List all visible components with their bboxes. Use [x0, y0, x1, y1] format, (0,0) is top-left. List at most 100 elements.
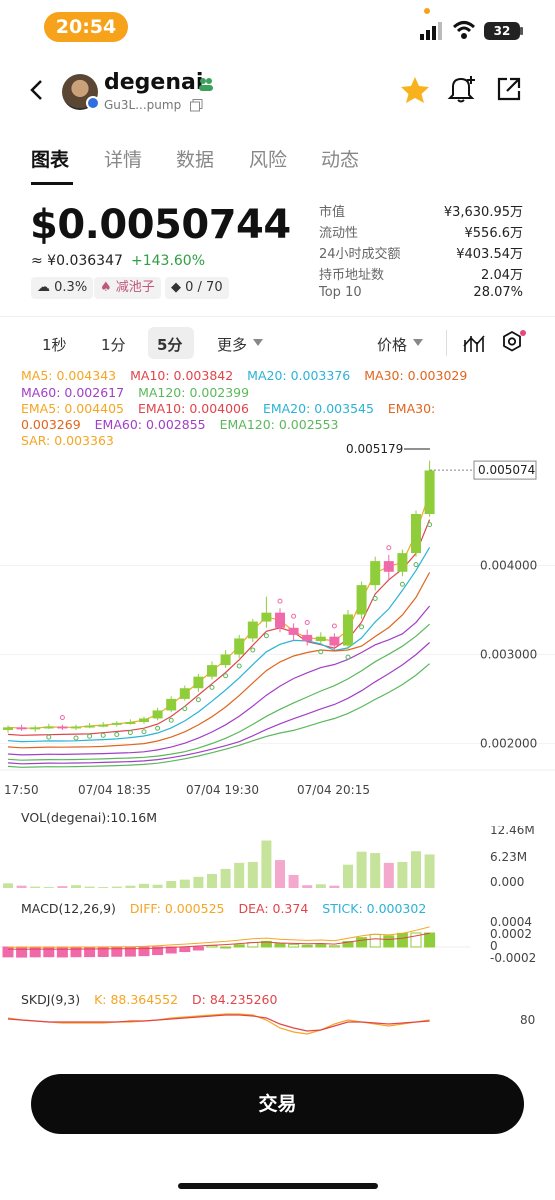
- candle-body: [57, 726, 68, 729]
- sar-dot: [427, 522, 433, 528]
- home-indicator: [178, 1183, 378, 1189]
- ema30-value: 0.003269: [21, 417, 81, 432]
- sar-dot: [195, 697, 201, 703]
- macd-bar: [288, 943, 300, 948]
- skdj-k-label: K: 88.364552: [94, 992, 179, 1007]
- timeframe-1m[interactable]: 1分: [101, 336, 126, 354]
- timeframe-more[interactable]: 更多: [217, 336, 248, 354]
- sar-dot: [100, 732, 106, 738]
- wifi-icon: [452, 21, 476, 39]
- macd-tick-label: -0.0002: [490, 951, 536, 965]
- candle-body: [315, 636, 326, 642]
- token-name: degenai: [104, 70, 204, 95]
- ma-legend-row1: MA5: 0.004343 MA10: 0.003842 MA20: 0.003…: [21, 368, 477, 383]
- share-icon[interactable]: [496, 76, 522, 102]
- back-icon[interactable]: [28, 78, 46, 102]
- candle-body: [356, 585, 367, 615]
- ma20-label: MA20: 0.003376: [247, 368, 351, 383]
- tab-details[interactable]: 详情: [104, 149, 143, 171]
- volume-bar: [424, 854, 435, 888]
- sar-dot: [209, 684, 215, 690]
- price-alert-icon[interactable]: [447, 74, 477, 104]
- candle-body: [261, 612, 272, 622]
- volume-bar: [234, 862, 245, 888]
- sar-dot: [318, 649, 324, 655]
- macd-bar: [29, 946, 41, 958]
- indicator-icon[interactable]: [463, 332, 485, 354]
- candle-body: [288, 627, 299, 635]
- tab-chart[interactable]: 图表: [31, 149, 70, 171]
- high-price-label: 0.005179: [346, 442, 403, 456]
- copy-icon[interactable]: [190, 99, 203, 112]
- sar-dot: [345, 654, 351, 660]
- price-mode-select[interactable]: 价格: [377, 336, 408, 354]
- macd-bar: [396, 932, 408, 948]
- price-cny: ≈ ¥0.036347: [31, 253, 123, 269]
- macd-bar: [260, 940, 272, 948]
- tab-data[interactable]: 数据: [176, 149, 215, 171]
- volume-bar: [152, 884, 163, 888]
- macd-diff-label: DIFF: 0.000525: [129, 901, 225, 916]
- lp-burn-chip[interactable]: ♠ 减池子: [94, 277, 161, 299]
- candle-body: [275, 612, 285, 628]
- ema10-label: EMA10: 0.004006: [138, 401, 249, 416]
- tax-chip[interactable]: ☁ 0.3%: [31, 277, 94, 299]
- skdj-legend: SKDJ(9,3) K: 88.364552 D: 84.235260: [21, 992, 287, 1007]
- trade-button[interactable]: 交易: [31, 1074, 524, 1134]
- volume-bar: [139, 883, 149, 888]
- volume-tick-label: 12.46M: [490, 826, 535, 837]
- moving-average-line: [7, 663, 430, 768]
- ema60-label: EMA60: 0.002855: [94, 417, 206, 432]
- y-tick-label: 0.004000: [480, 559, 537, 573]
- tab-activity[interactable]: 动态: [321, 149, 360, 171]
- chart-settings-gear-icon[interactable]: [500, 330, 528, 356]
- ma5-label: MA5: 0.004343: [21, 368, 117, 383]
- macd-bar: [70, 946, 82, 958]
- macd-stick-label: STICK: 0.000302: [322, 901, 427, 916]
- stat-label-top10: Top 10: [319, 285, 362, 300]
- lp-burn-label: 减池子: [115, 280, 155, 295]
- macd-tick-label: 0.0002: [490, 927, 532, 941]
- macd-bar: [152, 946, 164, 956]
- macd-bar: [369, 933, 381, 948]
- macd-bar: [2, 946, 14, 958]
- stat-label-mcap: 市值: [319, 205, 346, 220]
- ma30-label: MA30: 0.003029: [364, 368, 468, 383]
- privacy-indicator: [424, 8, 430, 14]
- candlestick-chart[interactable]: 0.004000 0.003000 0.002000 0.005179 0.005074…: [0, 440, 555, 800]
- price-mode-chevron-down-icon: [413, 339, 423, 346]
- sar-dot: [263, 633, 269, 639]
- x-tick-label: 07/04 20:15: [297, 783, 370, 797]
- candle-body: [207, 665, 217, 677]
- tab-risk[interactable]: 风险: [249, 149, 288, 171]
- macd-bar: [301, 944, 313, 948]
- volume-bar: [315, 884, 326, 888]
- sar-dot: [114, 731, 120, 737]
- token-address[interactable]: Gu3L...pump: [104, 98, 182, 112]
- volume-bar: [166, 881, 177, 888]
- volume-bar: [179, 879, 190, 888]
- volume-bar: [57, 886, 68, 888]
- sar-dot: [236, 663, 242, 669]
- x-tick-label: 17:50: [4, 783, 39, 797]
- ma60-label: MA60: 0.002617: [21, 385, 125, 400]
- sar-dot: [399, 581, 405, 587]
- toolbar-divider: [446, 330, 447, 356]
- y-tick-label: 0.003000: [480, 647, 537, 661]
- timeframe-active-bg: [148, 327, 194, 359]
- volume-bar: [411, 851, 421, 888]
- volume-bar: [71, 885, 81, 888]
- moving-average-line: [7, 605, 431, 756]
- favorite-star-icon[interactable]: [400, 76, 430, 104]
- candle-body: [234, 638, 245, 655]
- sar-label: SAR: 0.003363: [21, 433, 114, 448]
- timeframe-1s[interactable]: 1秒: [42, 336, 67, 354]
- candle-body: [424, 470, 435, 514]
- sar-dot: [73, 735, 79, 741]
- sar-dot: [127, 730, 133, 736]
- sar-dot: [331, 623, 337, 629]
- risk-check-chip[interactable]: ◆ 0 / 70: [165, 277, 229, 299]
- skdj-chart: 80: [7, 1013, 535, 1035]
- sar-dot: [46, 734, 52, 740]
- timeframe-5m[interactable]: 5分: [157, 336, 183, 354]
